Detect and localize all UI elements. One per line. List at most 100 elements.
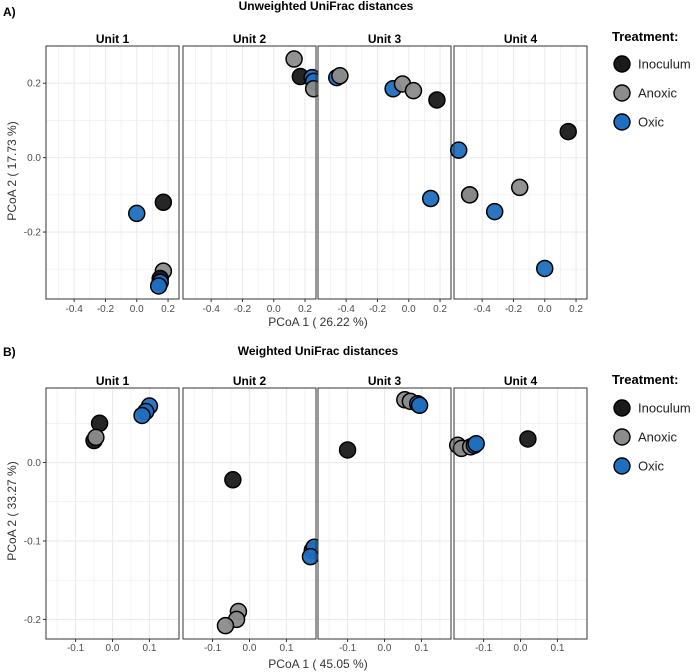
facet-border: [45, 45, 180, 300]
y-tick-label: -0.2: [24, 228, 42, 239]
facet-strip: [454, 373, 587, 388]
panel-label-a: A): [3, 5, 16, 19]
facet-border: [453, 45, 588, 300]
facet-strip: [183, 31, 316, 46]
data-point-inoculum: [559, 122, 577, 141]
x-tick-label: 0.2: [161, 304, 175, 315]
x-tick-label: 0.0: [402, 304, 416, 315]
data-point-oxic: [128, 204, 146, 223]
x-tick-label: -0.1: [204, 643, 222, 654]
x-tick-label: -0.4: [338, 304, 356, 315]
x-tick-label: 0.2: [569, 304, 583, 315]
x-tick-label: 0.0: [106, 643, 120, 654]
x-tick-label: 0.0: [130, 304, 144, 315]
data-point-oxic: [536, 259, 554, 278]
legend-label-anoxic: Anoxic: [638, 86, 678, 101]
x-tick-label: -0.2: [234, 304, 252, 315]
legend-label-inoculum: Inoculum: [638, 401, 691, 416]
x-tick-label: 0.1: [279, 643, 293, 654]
x-tick-label: -0.4: [66, 304, 84, 315]
facet-panel: [46, 46, 179, 299]
x-tick-label: 0.0: [538, 304, 552, 315]
data-point-inoculum: [428, 91, 446, 109]
facet-title: Unit 2: [233, 32, 267, 46]
chart-title-b: Weighted UniFrac distances: [238, 344, 399, 358]
x-tick-label: -0.4: [474, 304, 492, 315]
data-point-oxic: [149, 277, 168, 295]
data-point-oxic: [421, 189, 440, 208]
facet-title: Unit 3: [368, 374, 402, 388]
data-point-inoculum: [519, 430, 537, 448]
x-axis-label-b: PCoA 1 ( 45.05 %): [268, 657, 367, 671]
facet-title: Unit 1: [96, 32, 130, 46]
facet-strip: [318, 31, 451, 46]
x-tick-label: -0.2: [505, 304, 523, 315]
plot-area-a: Unit 1 -0.4 -0.2 0.0 0.2 Unit 2 -0.4 -0.2 0.0 0.2…: [24, 31, 588, 315]
data-point-anoxic: [216, 616, 235, 635]
x-tick-label: -0.2: [369, 304, 387, 315]
x-tick-label: -0.1: [67, 643, 85, 654]
x-tick-label: 0.1: [550, 643, 564, 654]
legend-label-inoculum: Inoculum: [638, 57, 691, 72]
x-tick-label: 0.1: [142, 643, 156, 654]
y-tick-label: 0.0: [27, 153, 41, 164]
x-tick-label: -0.2: [97, 304, 115, 315]
y-tick-label: 0.0: [27, 458, 41, 469]
data-point-oxic: [449, 141, 468, 159]
facet-strip: [46, 31, 179, 46]
y-tick-label: -0.1: [24, 536, 42, 547]
facet-title: Unit 3: [368, 32, 402, 46]
data-point-inoculum: [338, 441, 357, 459]
legend-b: Treatment: Inoculum Anoxic Oxic: [612, 372, 691, 475]
facet-title: Unit 4: [504, 32, 538, 46]
facet-border: [317, 45, 452, 300]
x-tick-label: 0.2: [433, 304, 447, 315]
data-point-anoxic: [87, 428, 105, 447]
chart-title-a: Unweighted UniFrac distances: [239, 0, 414, 13]
data-point-anoxic: [285, 50, 303, 68]
facet-strip: [454, 31, 587, 46]
legend-swatch-anoxic: [613, 84, 631, 102]
x-tick-label: 0.0: [378, 643, 392, 654]
facet-title: Unit 4: [504, 374, 538, 388]
y-tick-label: 0.2: [27, 79, 41, 90]
legend-swatch-anoxic: [613, 428, 631, 446]
legend-swatch-oxic: [613, 457, 631, 475]
x-axis-label-a: PCoA 1 ( 26.22 %): [268, 315, 367, 329]
legend-label-oxic: Oxic: [638, 115, 665, 130]
facet-panel: [183, 46, 316, 299]
legend-a: Treatment: Inoculum Anoxic Oxic: [612, 29, 691, 131]
data-point-inoculum: [154, 193, 173, 212]
facet-title: Unit 2: [233, 374, 267, 388]
legend-title: Treatment:: [612, 372, 678, 387]
x-tick-label: 0.0: [514, 643, 528, 654]
data-point-oxic: [410, 396, 429, 415]
data-point-anoxic: [331, 67, 349, 85]
legend-swatch-inoculum: [613, 55, 631, 73]
x-tick-label: 0.2: [298, 304, 312, 315]
x-tick-label: 0.1: [414, 643, 428, 654]
data-point-oxic: [467, 434, 485, 453]
plot-area-b: Unit 1 -0.1 0.0 0.1 Unit 2 -0.1 0.0 0.1 Unit 3 -0…: [24, 373, 588, 654]
data-point-inoculum: [224, 471, 242, 489]
y-axis-label-b: PCoA 2 ( 33.27 %): [5, 461, 19, 560]
x-tick-label: 0.0: [243, 643, 257, 654]
x-tick-label: 0.0: [267, 304, 281, 315]
facet-border: [182, 45, 317, 300]
data-point-anoxic: [404, 81, 423, 100]
legend-title: Treatment:: [612, 29, 678, 44]
data-point-anoxic: [510, 178, 529, 197]
facet-strip: [46, 373, 179, 388]
x-tick-label: -0.1: [339, 643, 357, 654]
x-tick-label: -0.1: [475, 643, 493, 654]
y-tick-label: -0.2: [24, 615, 42, 626]
data-point-anoxic: [460, 186, 479, 204]
facet-strip: [318, 373, 451, 388]
data-point-oxic: [485, 202, 504, 221]
y-axis-label-a: PCoA 2 ( 17.73 %): [5, 121, 19, 220]
data-point-oxic: [133, 406, 151, 425]
facet-title: Unit 1: [96, 374, 130, 388]
facet-strip: [183, 373, 316, 388]
legend-label-oxic: Oxic: [638, 459, 665, 474]
